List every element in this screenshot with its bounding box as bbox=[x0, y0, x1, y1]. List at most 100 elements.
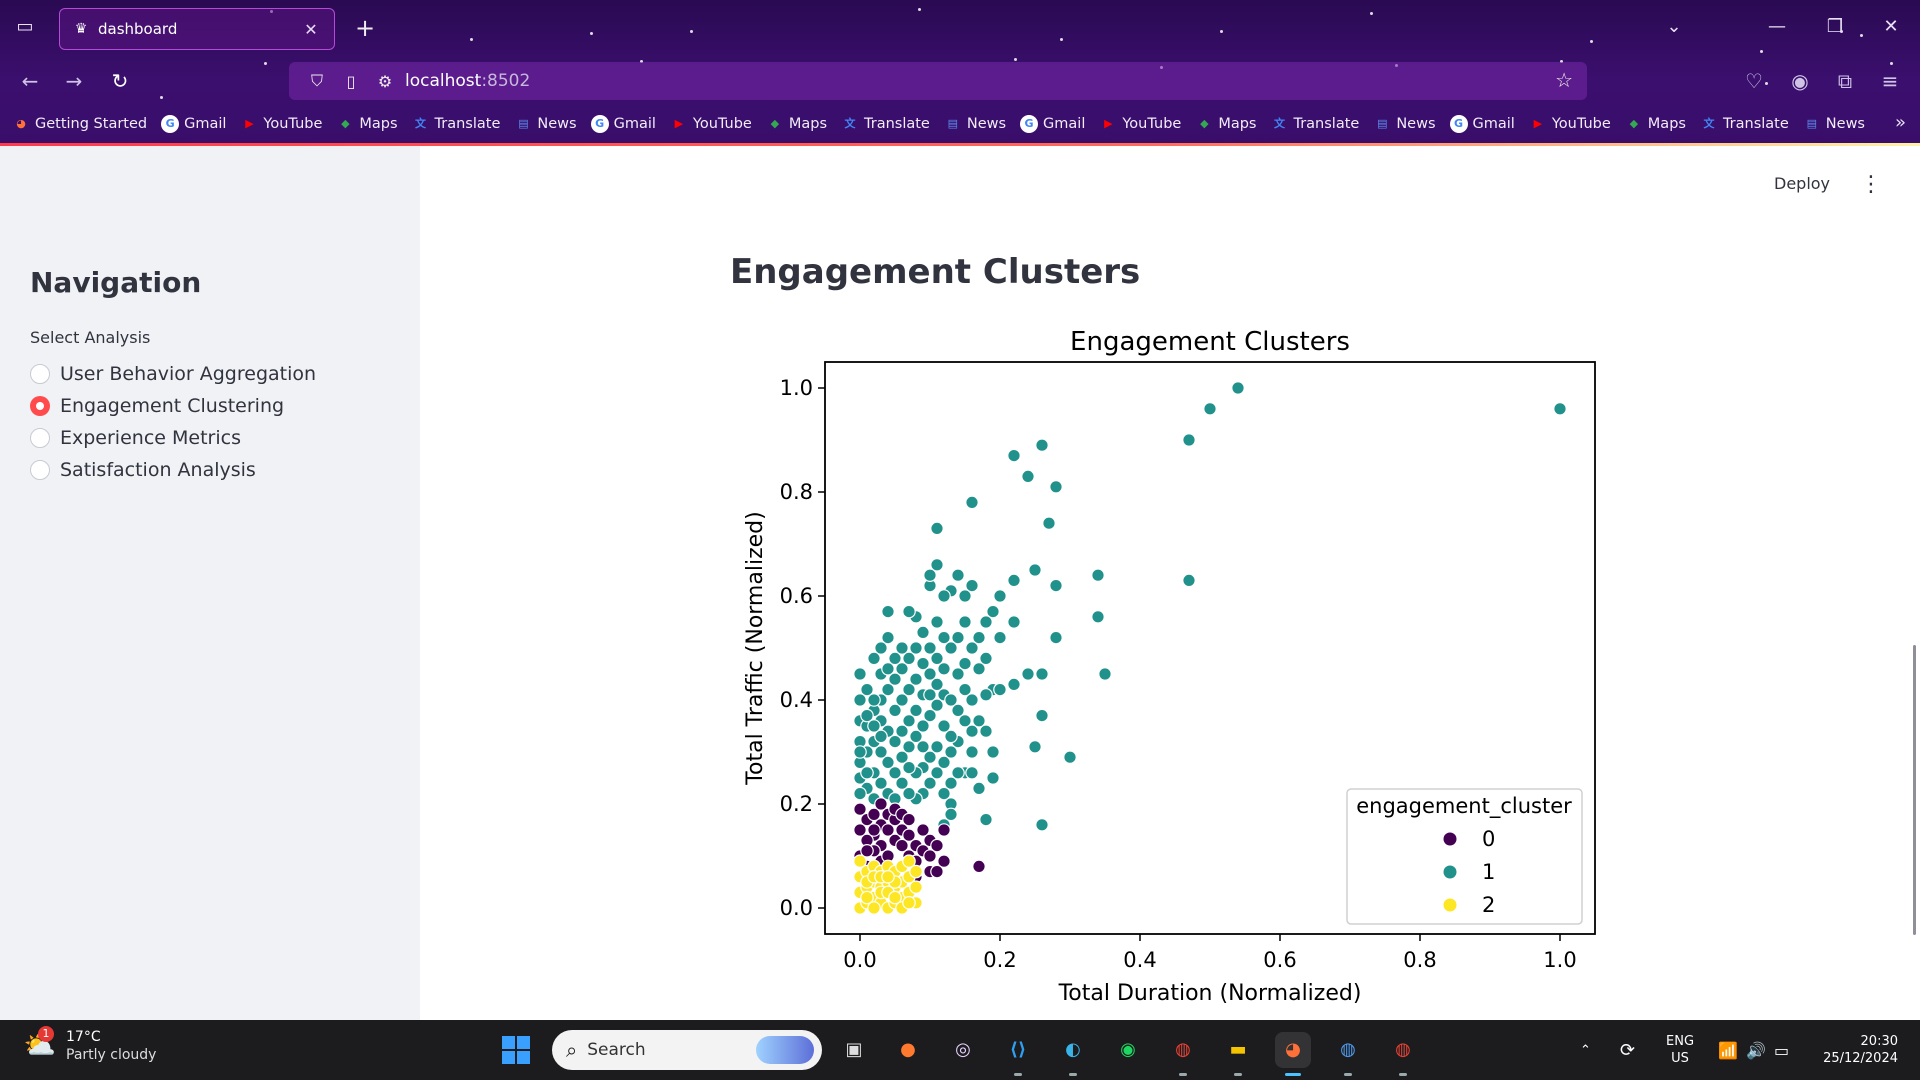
scatter-point-cluster-0 bbox=[895, 838, 909, 853]
news-icon: ▤ bbox=[947, 117, 959, 130]
clock[interactable]: 20:30 25/12/2024 bbox=[1816, 1020, 1898, 1080]
minimize-window-button[interactable]: — bbox=[1768, 16, 1786, 37]
account-icon[interactable]: ◉ bbox=[1791, 69, 1809, 93]
translate-icon: 文 bbox=[1273, 117, 1285, 130]
sync-icon[interactable]: ⟳ bbox=[1620, 1039, 1636, 1061]
back-button[interactable]: ← bbox=[21, 69, 39, 93]
scatter-point-cluster-1 bbox=[951, 703, 965, 718]
bookmark-youtube[interactable]: ▶ YouTube bbox=[670, 115, 752, 133]
bookmark-news[interactable]: ▤ News bbox=[514, 115, 576, 133]
tab-list-icon[interactable]: ▭ bbox=[16, 16, 34, 37]
scatter-point-cluster-1 bbox=[1021, 667, 1035, 681]
taskbar-search-box[interactable]: ⌕ Search bbox=[552, 1030, 822, 1070]
bookmark-youtube[interactable]: ▶ YouTube bbox=[240, 115, 322, 133]
task-view-icon[interactable]: ▣ bbox=[845, 1039, 863, 1060]
scatter-point-cluster-1 bbox=[874, 745, 888, 759]
main-scrollbar[interactable] bbox=[1913, 645, 1916, 935]
scatter-point-cluster-1 bbox=[923, 708, 937, 723]
radio-selected-icon[interactable] bbox=[30, 396, 50, 416]
chrome-profile-a-icon[interactable]: ◍ bbox=[1385, 1032, 1421, 1076]
bookmark-gmail[interactable]: G Gmail bbox=[1020, 115, 1085, 133]
scatter-point-cluster-1 bbox=[888, 672, 902, 686]
radio-unselected-icon[interactable] bbox=[30, 460, 50, 480]
chrome-profile-icon[interactable]: ◍ bbox=[1330, 1032, 1366, 1076]
tab-dashboard[interactable]: ♛ dashboard ✕ bbox=[59, 8, 335, 50]
page-icon[interactable]: ▯ bbox=[346, 71, 356, 91]
star-dot bbox=[264, 62, 267, 65]
scatter-point-cluster-1 bbox=[930, 698, 944, 712]
bookmark-maps[interactable]: ◆ Maps bbox=[1195, 115, 1256, 133]
scatter-point-cluster-1 bbox=[1231, 381, 1245, 395]
spotify-icon[interactable]: ◉ bbox=[1120, 1039, 1136, 1060]
file-explorer-icon[interactable]: ▬ bbox=[1220, 1032, 1256, 1076]
star-dot bbox=[640, 60, 643, 63]
extensions-icon[interactable]: ⧉ bbox=[1837, 69, 1853, 93]
bookmark-maps[interactable]: ◆ Maps bbox=[766, 115, 827, 133]
bookmark-maps[interactable]: ◆ Maps bbox=[1625, 115, 1686, 133]
scatter-point-cluster-1 bbox=[951, 568, 965, 583]
radio-unselected-icon[interactable] bbox=[30, 428, 50, 448]
close-window-button[interactable]: ✕ bbox=[1883, 16, 1899, 37]
restore-window-button[interactable]: ❐ bbox=[1826, 16, 1844, 37]
pocket-icon[interactable]: ♡ bbox=[1745, 69, 1763, 93]
y-tick-label: 0.8 bbox=[780, 480, 813, 504]
main-menu-kebab-icon[interactable]: ⋮ bbox=[1860, 172, 1882, 197]
bookmark-maps[interactable]: ◆ Maps bbox=[336, 115, 397, 133]
close-tab-icon[interactable]: ✕ bbox=[304, 19, 318, 39]
bookmarks-overflow-icon[interactable]: » bbox=[1894, 112, 1906, 133]
bookmark-translate[interactable]: 文 Translate bbox=[412, 115, 500, 133]
menu-icon[interactable]: ≡ bbox=[1881, 69, 1899, 93]
media-app-icon[interactable]: ◎ bbox=[955, 1039, 971, 1060]
forward-button[interactable]: → bbox=[65, 69, 83, 93]
radio-option-experience-metrics[interactable]: Experience Metrics bbox=[30, 427, 241, 449]
bookmark-youtube[interactable]: ▶ YouTube bbox=[1529, 115, 1611, 133]
radio-option-user-behavior-aggregation[interactable]: User Behavior Aggregation bbox=[30, 363, 316, 385]
scatter-point-cluster-1 bbox=[1091, 609, 1105, 624]
bookmark-gmail[interactable]: G Gmail bbox=[1449, 115, 1515, 133]
battery-icon[interactable]: ▭ bbox=[1774, 1040, 1790, 1060]
bookmark-gmail[interactable]: G Gmail bbox=[590, 115, 656, 133]
deploy-button[interactable]: Deploy bbox=[1774, 174, 1831, 193]
radio-unselected-icon[interactable] bbox=[30, 364, 50, 384]
reload-button[interactable]: ↻ bbox=[111, 69, 129, 93]
radio-option-engagement-clustering[interactable]: Engagement Clustering bbox=[30, 395, 284, 417]
bookmark-news[interactable]: ▤ News bbox=[1373, 115, 1435, 133]
language-indicator[interactable]: ENG US bbox=[1666, 1020, 1694, 1080]
volume-icon[interactable]: 🔊 bbox=[1746, 1040, 1766, 1060]
scatter-point-cluster-1 bbox=[979, 615, 993, 629]
bookmark-translate[interactable]: 文 Translate bbox=[1700, 115, 1788, 133]
new-tab-button[interactable]: + bbox=[354, 14, 376, 42]
tab-overflow-chevron-icon[interactable]: ⌄ bbox=[1666, 16, 1682, 37]
scatter-point-cluster-0 bbox=[930, 864, 944, 879]
shield-icon[interactable]: ⛉ bbox=[310, 71, 323, 90]
edge-icon[interactable]: ◐ bbox=[1055, 1032, 1091, 1076]
wifi-icon[interactable]: 📶 bbox=[1718, 1040, 1738, 1060]
bookmark-news[interactable]: ▤ News bbox=[944, 115, 1006, 133]
chrome-icon[interactable]: ◍ bbox=[1165, 1032, 1201, 1076]
weather-widget[interactable]: ⛅ 1 17°C Partly cloudy bbox=[22, 1026, 156, 1064]
vscode-icon[interactable]: ⟨⟩ bbox=[1000, 1032, 1036, 1076]
chart-legend: engagement_cluster 0 1 2 bbox=[1346, 788, 1583, 925]
postman-icon[interactable]: ● bbox=[900, 1039, 916, 1060]
radio-option-satisfaction-analysis[interactable]: Satisfaction Analysis bbox=[30, 459, 256, 481]
bookmark-news[interactable]: ▤ News bbox=[1803, 115, 1865, 133]
bookmark-youtube[interactable]: ▶ YouTube bbox=[1099, 115, 1181, 133]
bookmark-gmail[interactable]: G Gmail bbox=[161, 115, 226, 133]
scatter-point-cluster-1 bbox=[1049, 578, 1063, 593]
bookmark-star-icon[interactable]: ☆ bbox=[1555, 68, 1573, 92]
scatter-point-cluster-1 bbox=[1035, 708, 1049, 723]
star-dot bbox=[1220, 30, 1223, 33]
start-button[interactable] bbox=[502, 1036, 530, 1064]
maps-icon: ◆ bbox=[770, 117, 780, 130]
bookmark-translate[interactable]: 文 Translate bbox=[1270, 115, 1359, 133]
scatter-point-cluster-2 bbox=[853, 854, 867, 868]
firefox-icon[interactable]: ◕ bbox=[1275, 1032, 1311, 1076]
tray-overflow-icon[interactable]: ⌃ bbox=[1580, 1042, 1591, 1058]
permissions-icon[interactable]: ⚙ bbox=[377, 71, 393, 91]
address-bar[interactable]: ⛉ ▯ ⚙ localhost:8502 ☆ bbox=[289, 62, 1587, 100]
bookmark-getting-started[interactable]: ◕ Getting Started bbox=[12, 115, 147, 133]
scatter-point-cluster-2 bbox=[902, 895, 916, 910]
bookmark-translate[interactable]: 文 Translate bbox=[841, 115, 930, 133]
scatter-point-cluster-2 bbox=[860, 890, 874, 905]
scatter-point-cluster-1 bbox=[993, 589, 1007, 603]
